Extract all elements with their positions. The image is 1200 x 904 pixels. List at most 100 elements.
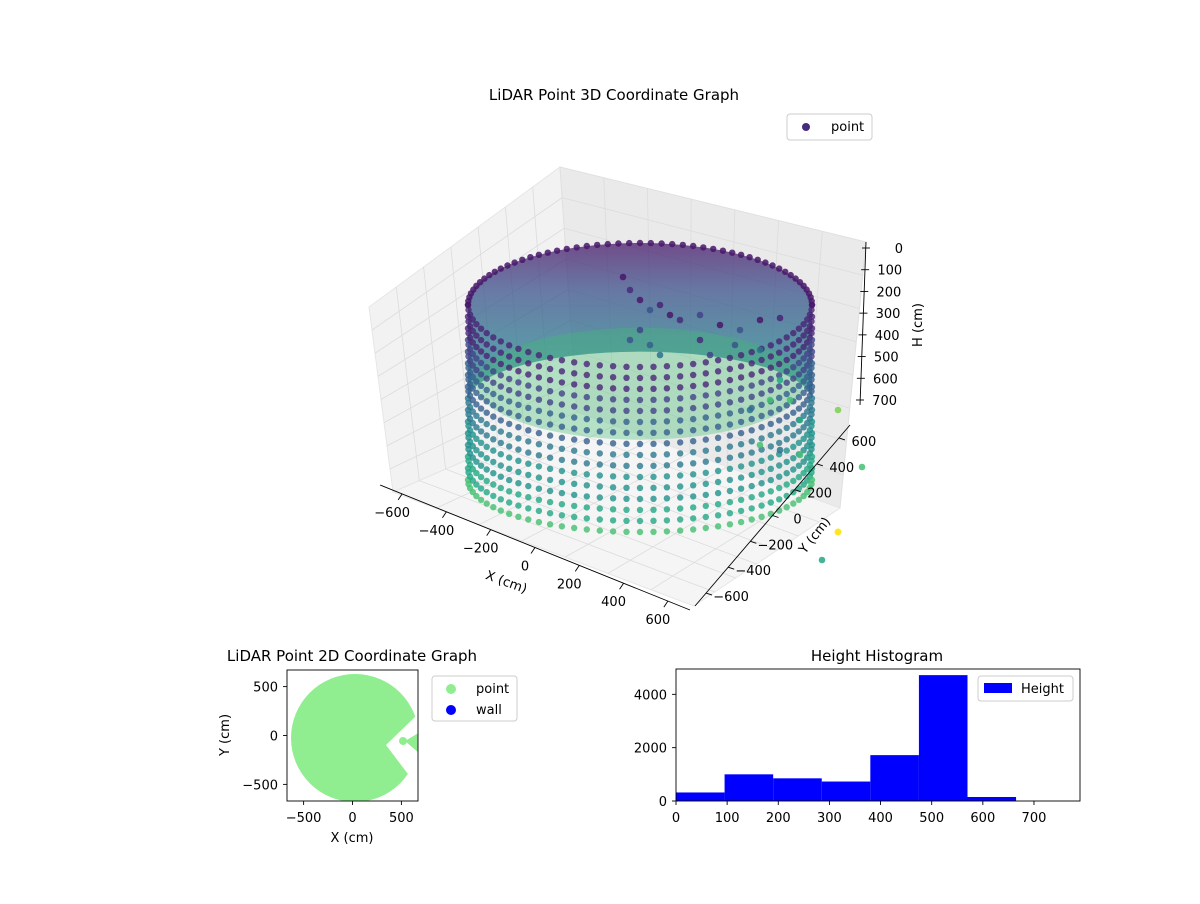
lidar-point: [663, 440, 671, 447]
lidar-point: [525, 371, 532, 378]
lidar-point: [469, 454, 476, 461]
lidar-point: [636, 484, 644, 492]
y-tick-mark: [816, 463, 823, 467]
lidar-point: [636, 429, 644, 437]
lidar-point: [546, 476, 554, 484]
lidar-point: [571, 458, 578, 465]
lidar-point: [758, 457, 765, 464]
lidar-point: [636, 451, 644, 459]
lidar-point: [758, 513, 765, 520]
lidar-point: [737, 485, 745, 492]
lidar-point: [477, 382, 485, 389]
lidar-point: [690, 242, 697, 250]
lidar-point: [636, 495, 644, 503]
lidar-point: [795, 473, 803, 481]
z-tick-label: 300: [876, 307, 901, 322]
lidar-point: [690, 415, 697, 423]
lidar-point: [808, 371, 816, 379]
lidar-point: [776, 314, 784, 322]
grid-line: [564, 466, 728, 558]
lidar-point: [473, 343, 480, 351]
lidar-point: [690, 360, 697, 368]
lidar-point: [535, 507, 543, 515]
lidar-point: [483, 477, 490, 485]
lidar-point: [525, 404, 532, 412]
lidar-point: [609, 374, 617, 381]
lidar-point: [497, 265, 504, 272]
lidar-point: [609, 495, 617, 502]
lidar-point: [758, 468, 765, 476]
lidar-point: [714, 456, 722, 464]
lidar-point: [737, 518, 745, 526]
lidar-point: [535, 452, 543, 459]
lidar-point: [783, 481, 790, 488]
lidar-point: [726, 432, 734, 439]
lidar-point: [490, 470, 497, 477]
y-tick-mark: [772, 515, 779, 518]
lidar-point: [615, 240, 622, 247]
lidar-point: [477, 485, 485, 492]
lidar-point: [636, 462, 644, 470]
lidar-point: [795, 348, 803, 355]
lidar-point: [690, 482, 697, 489]
lidar-point: [490, 356, 497, 364]
y-tick-mark: [794, 489, 801, 493]
lidar-point: [535, 474, 543, 481]
lidar-point: [795, 405, 803, 412]
lidar-point: [726, 399, 734, 406]
lidar-point: [746, 254, 753, 261]
lidar-point: [783, 390, 790, 398]
lidar-point: [571, 414, 578, 421]
lidar-point: [469, 327, 476, 335]
lidar-point: [497, 360, 504, 368]
lidar-point: [571, 425, 578, 432]
lidar-point: [776, 462, 783, 469]
lidar-point: [650, 506, 657, 513]
lidar-point: [795, 462, 803, 469]
lidar-point: [596, 362, 603, 369]
lidar-point: [483, 409, 490, 416]
chart-3d-title: LiDAR Point 3D Coordinate Graph: [489, 86, 739, 104]
lidar-point: [546, 465, 554, 472]
lidar-point: [511, 259, 518, 266]
lidar-point: [525, 427, 532, 434]
lidar-point: [790, 455, 797, 462]
lidar-point: [808, 418, 816, 425]
lidar-point: [702, 469, 709, 476]
lidar-point: [515, 446, 522, 453]
lidar-point: [473, 435, 480, 442]
lidar-point: [767, 342, 774, 349]
legend-3d-label: point: [831, 120, 864, 135]
lidar-point: [746, 406, 754, 414]
x-tick-mark: [442, 511, 447, 519]
lidar-point: [636, 506, 644, 514]
lidar-point: [490, 481, 497, 488]
lidar-point: [596, 472, 603, 479]
lidar-point: [525, 482, 532, 490]
lidar-point: [808, 383, 816, 390]
lidar-point: [571, 370, 578, 377]
lidar-point: [636, 296, 644, 304]
lidar-point: [714, 368, 722, 375]
point-cloud-3d: [464, 239, 866, 564]
lidar-point: [609, 363, 617, 370]
lidar-point: [719, 247, 727, 254]
lidar-point: [497, 417, 504, 424]
lidar-point: [490, 424, 497, 432]
lidar-point: [663, 407, 671, 414]
lidar-point: [663, 528, 671, 535]
lidar-point: [858, 463, 866, 471]
y-tick-label-2d: −500: [242, 778, 278, 793]
lidar-point: [748, 505, 755, 512]
lidar-point: [546, 443, 554, 450]
lidar-point: [546, 521, 554, 528]
lidar-point: [726, 443, 734, 450]
histogram-bar: [918, 675, 968, 801]
lidar-point: [808, 476, 816, 484]
lidar-point: [596, 483, 603, 490]
lidar-point: [690, 515, 697, 522]
lidar-point: [535, 363, 543, 370]
lidar-point: [702, 425, 709, 432]
lidar-point: [466, 311, 474, 318]
